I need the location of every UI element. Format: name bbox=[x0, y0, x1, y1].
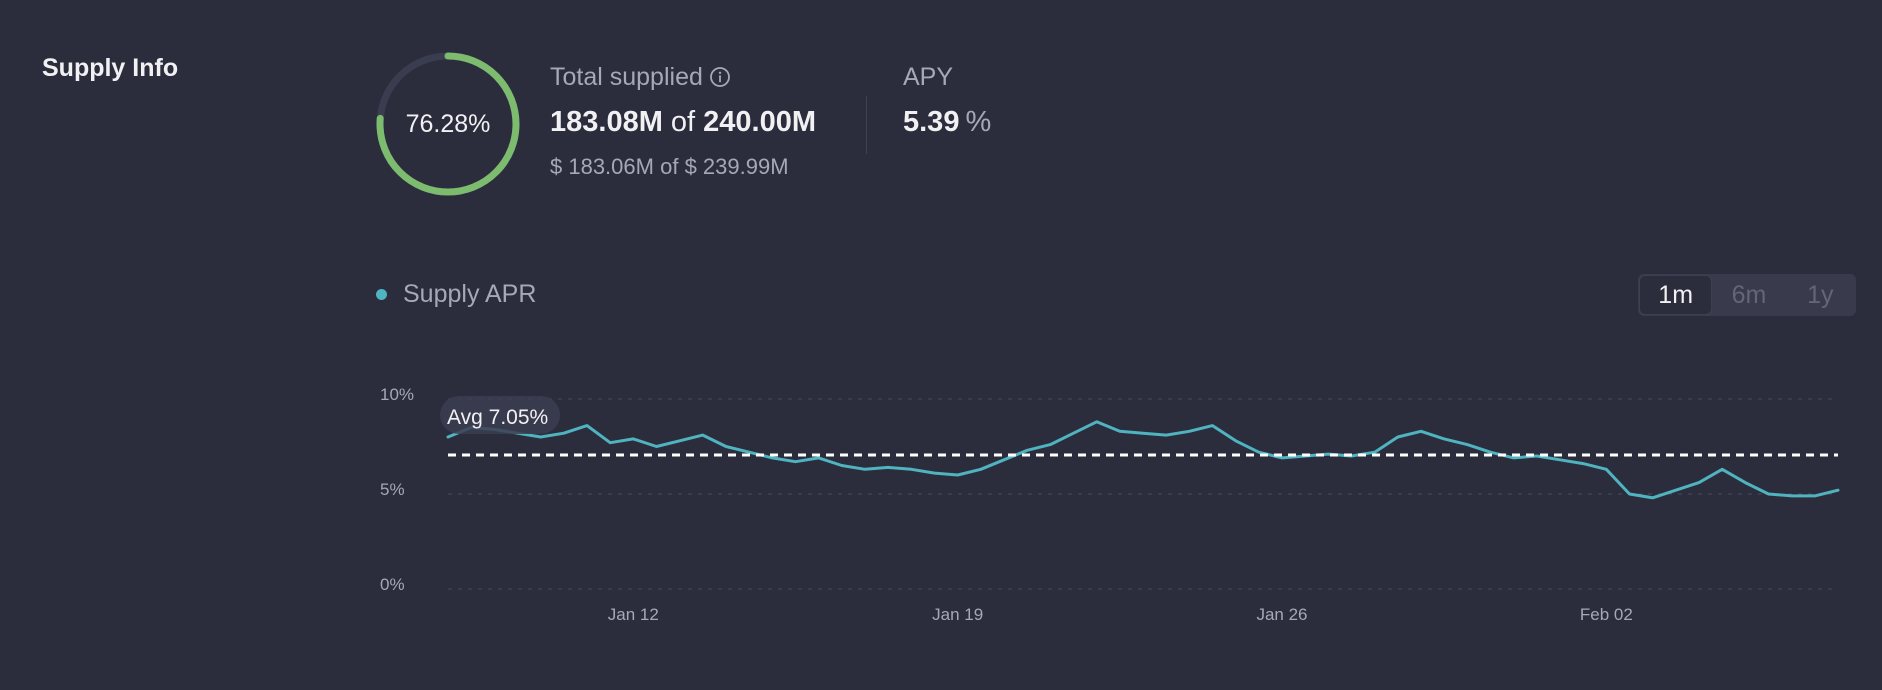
timeframe-tabs: 1m 6m 1y bbox=[1638, 274, 1856, 316]
supply-cap-amount: 240.00M bbox=[703, 106, 817, 138]
chart-legend: Supply APR bbox=[376, 280, 536, 309]
total-supplied-value: 183.08M of 240.00M bbox=[550, 106, 816, 144]
supplied-amount: 183.08M bbox=[550, 106, 663, 138]
total-supplied-usd: $ 183.06M of $ 239.99M bbox=[550, 154, 816, 180]
apy-label: APY bbox=[903, 62, 954, 91]
x-tick-label: Feb 02 bbox=[1580, 605, 1633, 624]
y-tick-label: 0% bbox=[380, 575, 405, 594]
ring-progress bbox=[376, 52, 520, 196]
ring-percent-label: 76.28% bbox=[405, 109, 491, 138]
tab-6m[interactable]: 6m bbox=[1731, 280, 1767, 309]
ring-svg bbox=[376, 52, 520, 196]
supplied-of: of bbox=[670, 106, 696, 138]
supplied-usd-amount: $ 183.06M bbox=[550, 154, 654, 179]
tab-1y[interactable]: 1y bbox=[1807, 280, 1834, 309]
legend-label: Supply APR bbox=[403, 280, 537, 308]
y-tick-label: 5% bbox=[380, 480, 405, 499]
supply-cap-usd: $ 239.99M bbox=[684, 154, 789, 179]
apy-unit: % bbox=[965, 106, 992, 138]
total-supplied-label-row: Total supplied bbox=[550, 60, 816, 94]
total-supplied-label: Total supplied bbox=[550, 62, 703, 91]
apy-value: 5.39 bbox=[903, 106, 960, 138]
x-tick-label: Jan 12 bbox=[608, 605, 659, 624]
tab-1m[interactable]: 1m bbox=[1639, 275, 1713, 315]
supplied-usd-of: of bbox=[660, 154, 679, 179]
x-tick-label: Jan 26 bbox=[1256, 605, 1307, 624]
section-title: Supply Info bbox=[42, 54, 179, 82]
apy-value-row: 5.39% bbox=[903, 106, 991, 144]
legend-dot bbox=[376, 289, 387, 300]
x-tick-label: Jan 19 bbox=[932, 605, 983, 624]
total-supplied-block: Total supplied 183.08M of 240.00M $ 183.… bbox=[550, 60, 816, 180]
average-label-bg bbox=[440, 396, 560, 434]
y-tick-label: 10% bbox=[380, 385, 414, 404]
average-label: Avg 7.05% bbox=[447, 406, 548, 429]
supply-cap-ring: 76.28% bbox=[374, 50, 522, 198]
stats-divider bbox=[866, 96, 867, 154]
apy-block: APY 5.39% bbox=[903, 60, 991, 144]
info-circle-icon[interactable] bbox=[709, 66, 731, 88]
